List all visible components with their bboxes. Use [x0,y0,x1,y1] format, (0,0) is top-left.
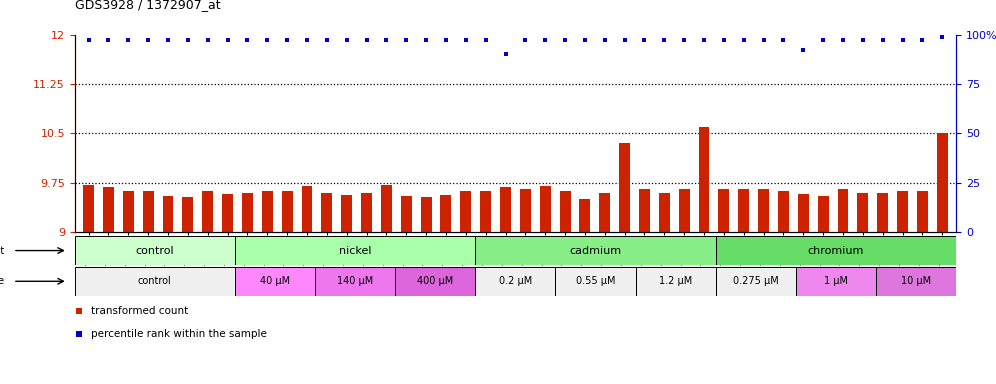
Bar [123,192,133,232]
Text: agent: agent [0,245,5,256]
Text: 0.55 μM: 0.55 μM [576,276,616,286]
Bar [520,189,531,232]
Bar [420,197,431,232]
Text: 140 μM: 140 μM [337,276,374,286]
Bar [580,199,591,232]
Bar [698,127,709,232]
Bar [718,189,729,232]
Text: cadmium: cadmium [570,245,622,256]
Bar [858,193,869,232]
Bar [75,236,235,265]
Text: 0.2 μM: 0.2 μM [499,276,532,286]
Bar [162,196,173,232]
Bar [716,267,796,296]
Bar [322,193,333,232]
Bar [202,192,213,232]
Text: 40 μM: 40 μM [260,276,290,286]
Bar [315,267,395,296]
Bar [838,189,849,232]
Bar [342,195,353,232]
Bar [877,193,888,232]
Bar [182,197,193,232]
Bar [620,143,630,232]
Bar [235,236,475,265]
Text: 1.2 μM: 1.2 μM [659,276,692,286]
Text: control: control [135,245,174,256]
Bar [796,267,876,296]
Bar [758,189,769,232]
Bar [222,194,233,232]
Text: nickel: nickel [339,245,372,256]
Bar [500,187,511,232]
Bar [659,193,669,232]
Text: 10 μM: 10 μM [901,276,931,286]
Bar [600,193,611,232]
Bar [400,196,411,232]
Bar [242,193,253,232]
Bar [282,192,293,232]
Bar [83,185,94,232]
Bar [738,189,749,232]
Bar [798,194,809,232]
Bar [440,195,451,232]
Bar [778,192,789,232]
Bar [639,189,650,232]
Text: percentile rank within the sample: percentile rank within the sample [91,329,267,339]
Bar [362,193,372,232]
Bar [103,187,114,232]
Bar [75,267,235,296]
Bar [556,267,635,296]
Bar [716,236,956,265]
Text: 400 μM: 400 μM [417,276,453,286]
Text: chromium: chromium [808,245,865,256]
Bar [480,192,491,232]
Bar [460,191,471,232]
Bar [380,185,391,232]
Bar [937,134,948,232]
Text: control: control [138,276,171,286]
Bar [262,192,273,232]
Text: dose: dose [0,276,5,286]
Bar [678,189,689,232]
Bar [475,236,716,265]
Bar [235,267,315,296]
Bar [818,196,829,232]
Bar [560,192,571,232]
Bar [540,186,551,232]
Bar [142,192,153,232]
Bar [395,267,475,296]
Bar [475,267,556,296]
Bar [635,267,716,296]
Text: 1 μM: 1 μM [824,276,848,286]
Text: GDS3928 / 1372907_at: GDS3928 / 1372907_at [75,0,220,12]
Bar [917,192,928,232]
Bar [302,185,313,232]
Text: 0.275 μM: 0.275 μM [733,276,779,286]
Text: transformed count: transformed count [91,306,188,316]
Bar [897,192,908,232]
Bar [876,267,956,296]
